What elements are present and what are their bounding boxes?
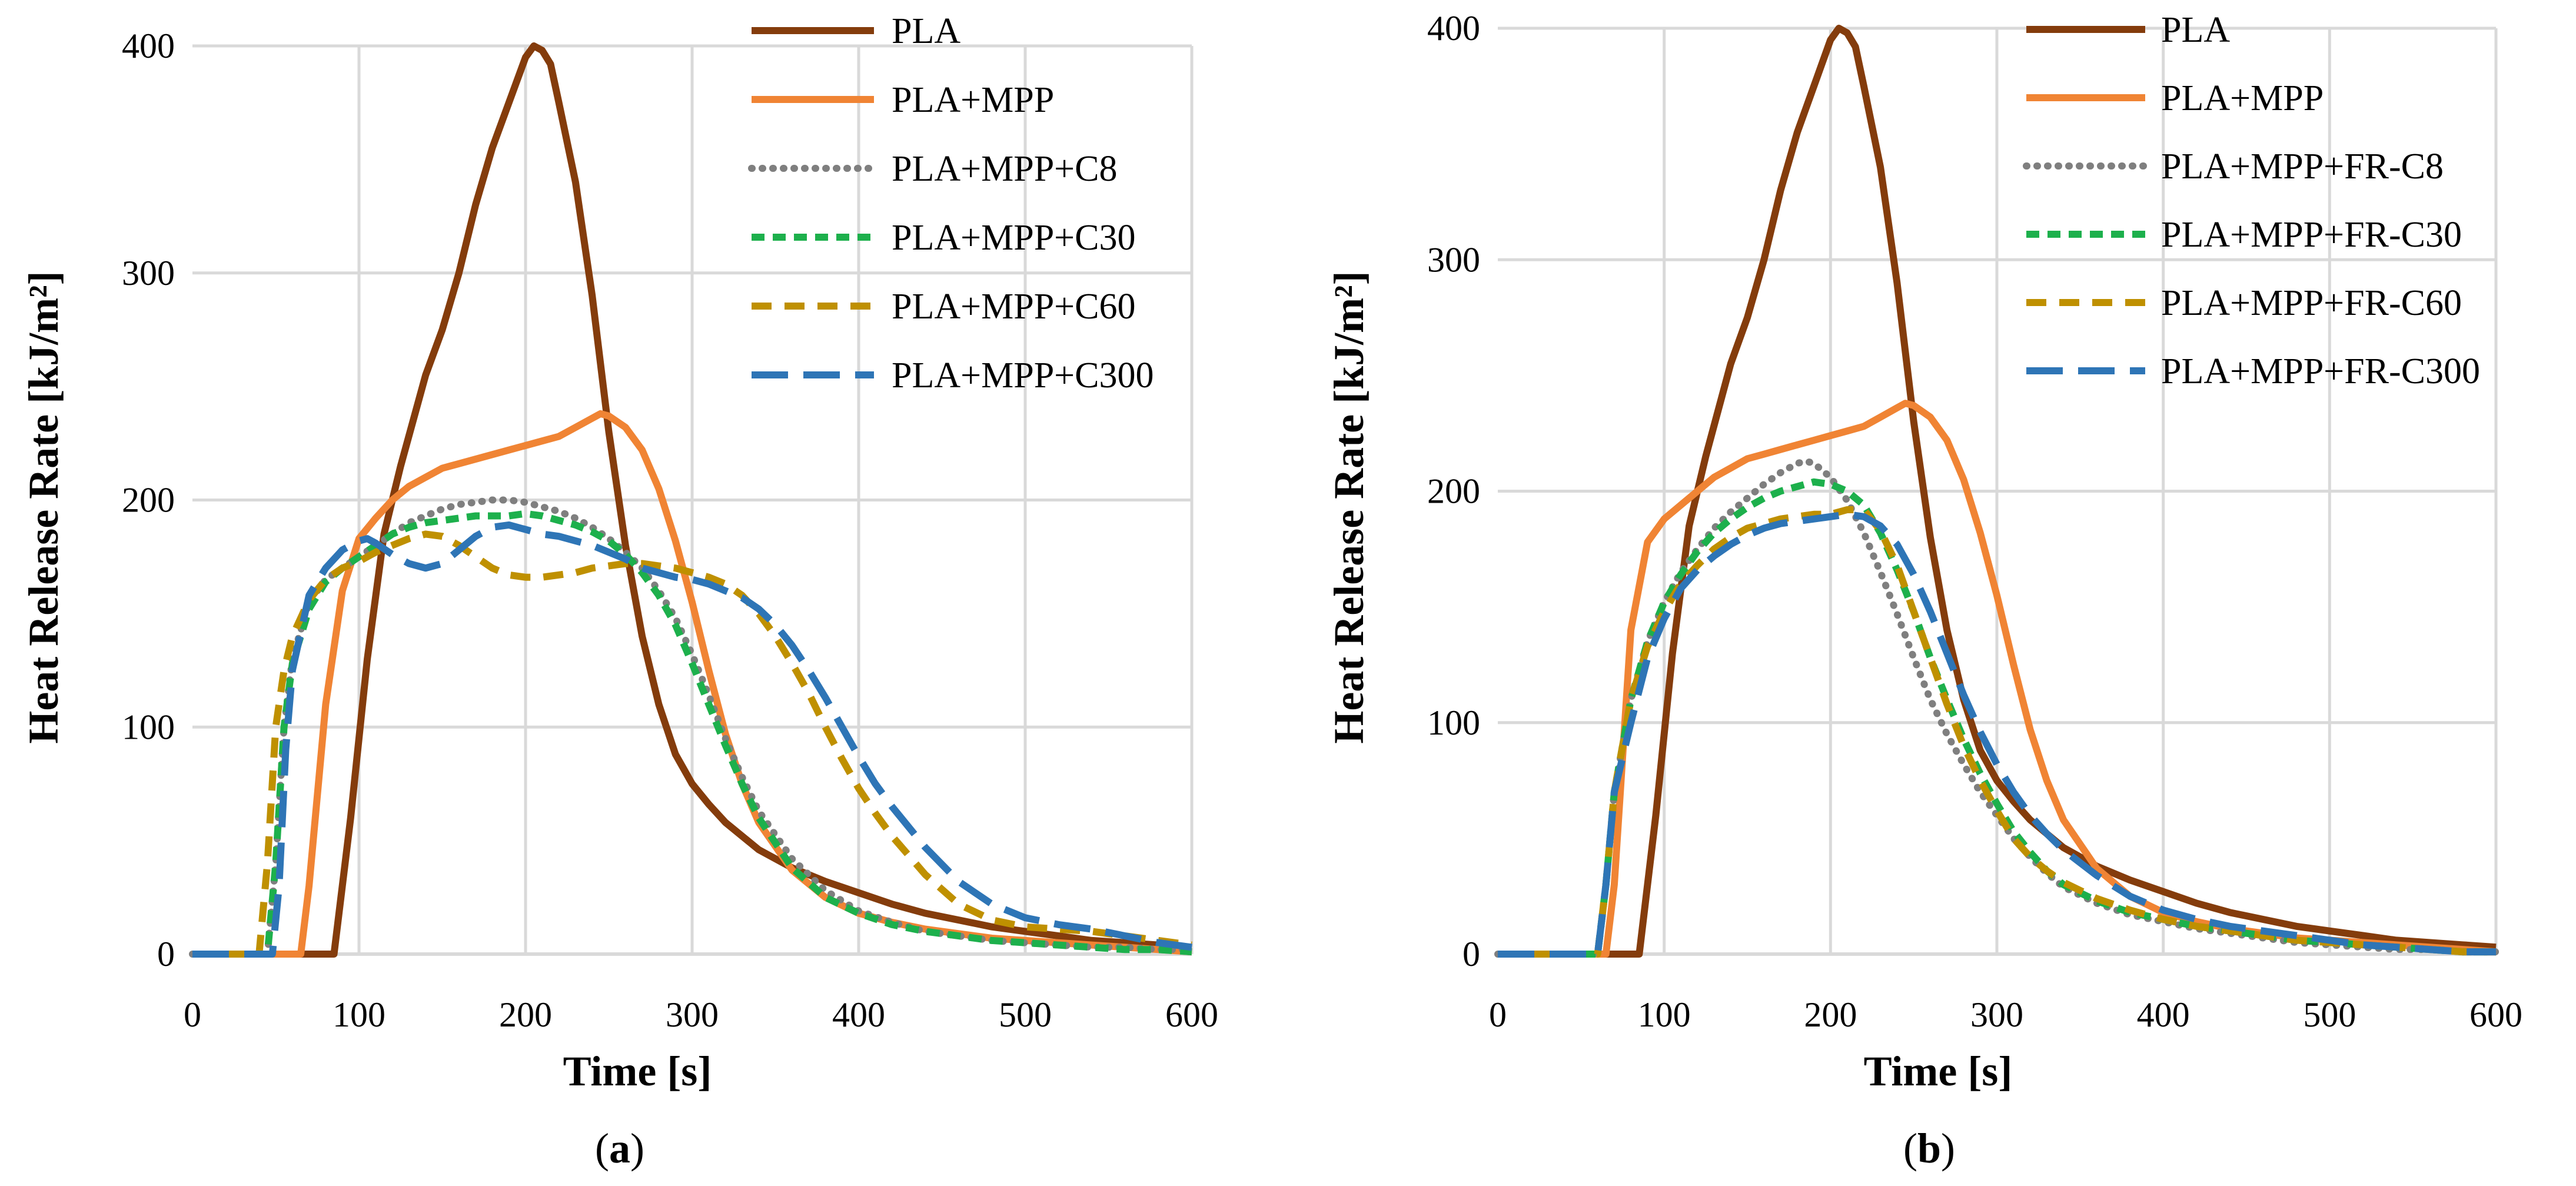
x-tick-label-a-300: 300 <box>666 995 719 1034</box>
x-tick-label-a-0: 0 <box>184 995 201 1034</box>
series-line-b-pla-mpp-fr-c60 <box>1498 506 2496 958</box>
x-tick-label-a-400: 400 <box>832 995 885 1034</box>
legend-a: PLA PLA+MPP PLA+MPP+C8 PLA+MPP+C30 PLA+MPP+C… <box>748 11 1154 396</box>
series-group-a <box>189 42 1195 958</box>
legend-label-a-2: PLA+MPP+C8 <box>892 149 1118 189</box>
legend-label-a-0: PLA <box>892 11 960 51</box>
series-line-b-pla-mpp-fr-c300 <box>1498 510 2496 958</box>
x-tick-label-b-200: 200 <box>1804 995 1857 1034</box>
series-line-a-pla-mpp-c300 <box>192 521 1192 958</box>
panel-label-a: (a) <box>595 1125 644 1172</box>
legend-b: PLA PLA+MPP PLA+MPP+FR-C8 PLA+MPP+FR-C30 PLA… <box>2023 10 2480 391</box>
y-tick-label-a-100: 100 <box>122 707 175 746</box>
panel-label-b: (b) <box>1903 1125 1955 1172</box>
x-tick-label-b-400: 400 <box>2137 995 2190 1034</box>
series-line-b-pla <box>1498 25 2497 958</box>
chart-panel-a: 0 100 200 300 400 500 600 0 100 200 300 400 PLA PLA+… <box>20 11 1218 1172</box>
legend-label-b-3: PLA+MPP+FR-C30 <box>2161 215 2462 255</box>
legend-label-b-4: PLA+MPP+FR-C60 <box>2161 283 2462 323</box>
legend-label-a-4: PLA+MPP+C60 <box>892 287 1136 327</box>
x-tick-label-b-500: 500 <box>2303 995 2356 1034</box>
x-tick-label-a-200: 200 <box>499 995 552 1034</box>
x-tick-label-b-600: 600 <box>2469 995 2522 1034</box>
chart-panel-b: 0 100 200 300 400 500 600 0 100 200 300 400 PLA PLA+… <box>1325 9 2522 1172</box>
x-tick-label-a-600: 600 <box>1165 995 1218 1034</box>
y-tick-label-b-100: 100 <box>1427 703 1480 742</box>
x-tick-label-b-300: 300 <box>1970 995 2023 1034</box>
x-tick-label-b-100: 100 <box>1638 995 1691 1034</box>
x-tick-label-a-500: 500 <box>999 995 1052 1034</box>
y-tick-label-a-300: 300 <box>122 254 175 293</box>
legend-label-a-3: PLA+MPP+C30 <box>892 218 1136 258</box>
series-group-b <box>1494 25 2499 958</box>
legend-label-b-1: PLA+MPP <box>2161 78 2324 118</box>
y-axis-title-b: Heat Release Rate [kJ/m²] <box>1325 271 1372 743</box>
y-tick-label-b-400: 400 <box>1427 9 1480 48</box>
series-line-a-pla <box>192 42 1192 958</box>
y-tick-label-b-300: 300 <box>1427 240 1480 279</box>
axis-a: 0 100 200 300 400 500 600 0 100 200 300 400 <box>122 26 1218 1034</box>
y-tick-label-a-400: 400 <box>122 26 175 65</box>
legend-label-b-0: PLA <box>2161 10 2230 50</box>
legend-label-a-5: PLA+MPP+C300 <box>892 356 1154 396</box>
x-axis-title-a: Time [s] <box>563 1048 712 1095</box>
series-line-a-pla-mpp-c30 <box>192 510 1192 958</box>
series-line-a-pla-mpp-c60 <box>192 530 1192 958</box>
y-tick-label-a-0: 0 <box>157 935 175 974</box>
x-tick-label-a-100: 100 <box>333 995 385 1034</box>
axis-b: 0 100 200 300 400 500 600 0 100 200 300 400 <box>1427 9 2522 1034</box>
legend-label-b-2: PLA+MPP+FR-C8 <box>2161 147 2444 187</box>
y-tick-label-b-0: 0 <box>1462 935 1480 974</box>
y-tick-label-b-200: 200 <box>1427 472 1480 511</box>
y-tick-label-a-200: 200 <box>122 481 175 520</box>
y-axis-title-a: Heat Release Rate [kJ/m²] <box>20 271 67 743</box>
legend-label-b-5: PLA+MPP+FR-C300 <box>2161 351 2480 391</box>
x-tick-label-b-0: 0 <box>1489 995 1507 1034</box>
x-axis-title-b: Time [s] <box>1864 1048 2013 1095</box>
legend-label-a-1: PLA+MPP <box>892 80 1054 120</box>
